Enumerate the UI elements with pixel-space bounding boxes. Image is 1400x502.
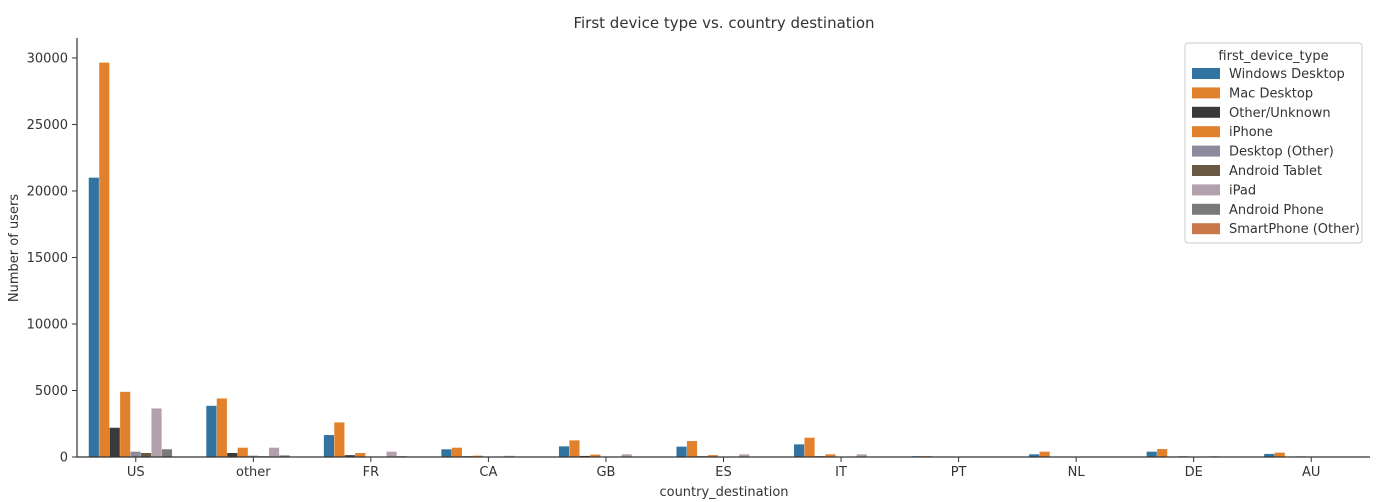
x-tick-label: ES — [715, 465, 731, 480]
bar-mac-desktop-nl — [1039, 451, 1050, 457]
bar-mac-desktop-au — [1274, 452, 1285, 457]
chart-title: First device type vs. country destinatio… — [573, 14, 874, 32]
x-tick-label: DE — [1185, 465, 1203, 480]
bar-desktop-other--other — [248, 455, 259, 457]
bar-other-unknown-us — [109, 427, 120, 457]
bar-mac-desktop-fr — [334, 422, 345, 457]
bar-other-unknown-other — [227, 453, 238, 457]
legend-swatch — [1192, 165, 1220, 176]
y-tick-label: 15000 — [27, 251, 68, 266]
legend-swatch — [1192, 203, 1220, 215]
bar-android-phone-other — [279, 455, 290, 457]
bar-iphone-it — [825, 454, 836, 457]
legend-swatch — [1192, 106, 1220, 118]
bar-desktop-other--us — [130, 451, 141, 457]
bar-iphone-other — [237, 447, 248, 457]
bar-mac-desktop-de — [1157, 449, 1168, 457]
legend-entry: SmartPhone (Other) — [1229, 222, 1360, 237]
bar-windows-desktop-other — [206, 405, 217, 457]
legend-swatch — [1192, 223, 1220, 235]
x-tick-label: IT — [835, 465, 847, 480]
y-tick-label: 5000 — [35, 384, 68, 399]
bar-mac-desktop-it — [804, 437, 815, 457]
bar-windows-desktop-es — [676, 446, 687, 457]
y-axis-label: Number of users — [7, 194, 22, 302]
bar-mac-desktop-gb — [569, 440, 580, 457]
legend-box — [1184, 42, 1363, 244]
y-tick-label: 10000 — [27, 317, 68, 332]
legend-swatch — [1192, 145, 1220, 157]
legend-entry: Mac Desktop — [1229, 86, 1313, 101]
x-tick-label: PT — [951, 465, 967, 480]
bar-ipad-other — [268, 447, 280, 457]
bar-iphone-gb — [590, 454, 601, 457]
legend-entry: iPhone — [1229, 125, 1273, 140]
x-tick-label: other — [236, 465, 271, 480]
bar-iphone-us — [120, 391, 131, 457]
bar-ipad-us — [151, 408, 162, 457]
bar-ipad-gb — [621, 454, 632, 457]
bar-windows-desktop-fr — [323, 435, 334, 457]
y-tick-label: 0 — [60, 451, 68, 466]
legend: first_device_type Windows Desktop Mac Desk… — [1184, 42, 1363, 244]
bar-windows-desktop-nl — [1029, 454, 1040, 457]
legend-entry: Android Tablet — [1229, 164, 1322, 179]
bar-android-phone-us — [161, 449, 173, 457]
bar-iphone-es — [707, 455, 718, 457]
x-axis-label: country_destination — [659, 485, 788, 500]
bar-ipad-es — [739, 454, 750, 457]
bar-windows-desktop-au — [1264, 453, 1275, 457]
bar-android-tablet-us — [141, 453, 152, 457]
legend-entry: Desktop (Other) — [1229, 145, 1334, 160]
legend-entry: Windows Desktop — [1229, 67, 1345, 82]
x-tick-label: CA — [479, 465, 497, 480]
plot-area — [88, 62, 1358, 458]
legend-entry: Android Phone — [1229, 203, 1324, 218]
y-tick-label: 30000 — [27, 51, 68, 66]
legend-swatch — [1192, 68, 1220, 79]
bar-mac-desktop-es — [686, 441, 698, 457]
bar-mac-desktop-ca — [451, 447, 462, 457]
x-tick-label: AU — [1302, 465, 1320, 480]
axes: 0 5000 10000 15000 20000 25000 30000 US other FR C… — [27, 38, 1370, 480]
x-tick-label: GB — [596, 465, 615, 480]
y-tick-label: 20000 — [27, 184, 68, 199]
x-tick-label: NL — [1068, 465, 1086, 480]
legend-entry: Other/Unknown — [1229, 106, 1331, 121]
bar-other-unknown-fr — [344, 455, 355, 457]
bar-iphone-fr — [355, 453, 366, 457]
x-tick-label: FR — [363, 465, 380, 480]
y-tick-label: 25000 — [27, 118, 68, 133]
bar-mac-desktop-us — [99, 62, 110, 458]
bar-windows-desktop-us — [88, 177, 99, 458]
bar-windows-desktop-gb — [558, 446, 570, 457]
legend-swatch — [1192, 87, 1220, 99]
legend-swatch — [1192, 126, 1220, 138]
bar-ipad-it — [856, 454, 867, 457]
bar-ipad-fr — [386, 451, 397, 457]
legend-title: first_device_type — [1218, 49, 1328, 64]
bar-windows-desktop-ca — [441, 449, 452, 457]
bar-mac-desktop-other — [216, 398, 227, 457]
x-tick-label: US — [127, 465, 145, 480]
bar-iphone-ca — [472, 455, 483, 457]
bar-windows-desktop-it — [794, 444, 805, 457]
legend-entry: iPad — [1229, 183, 1256, 198]
legend-swatch — [1192, 184, 1220, 196]
bar-windows-desktop-de — [1146, 451, 1157, 457]
